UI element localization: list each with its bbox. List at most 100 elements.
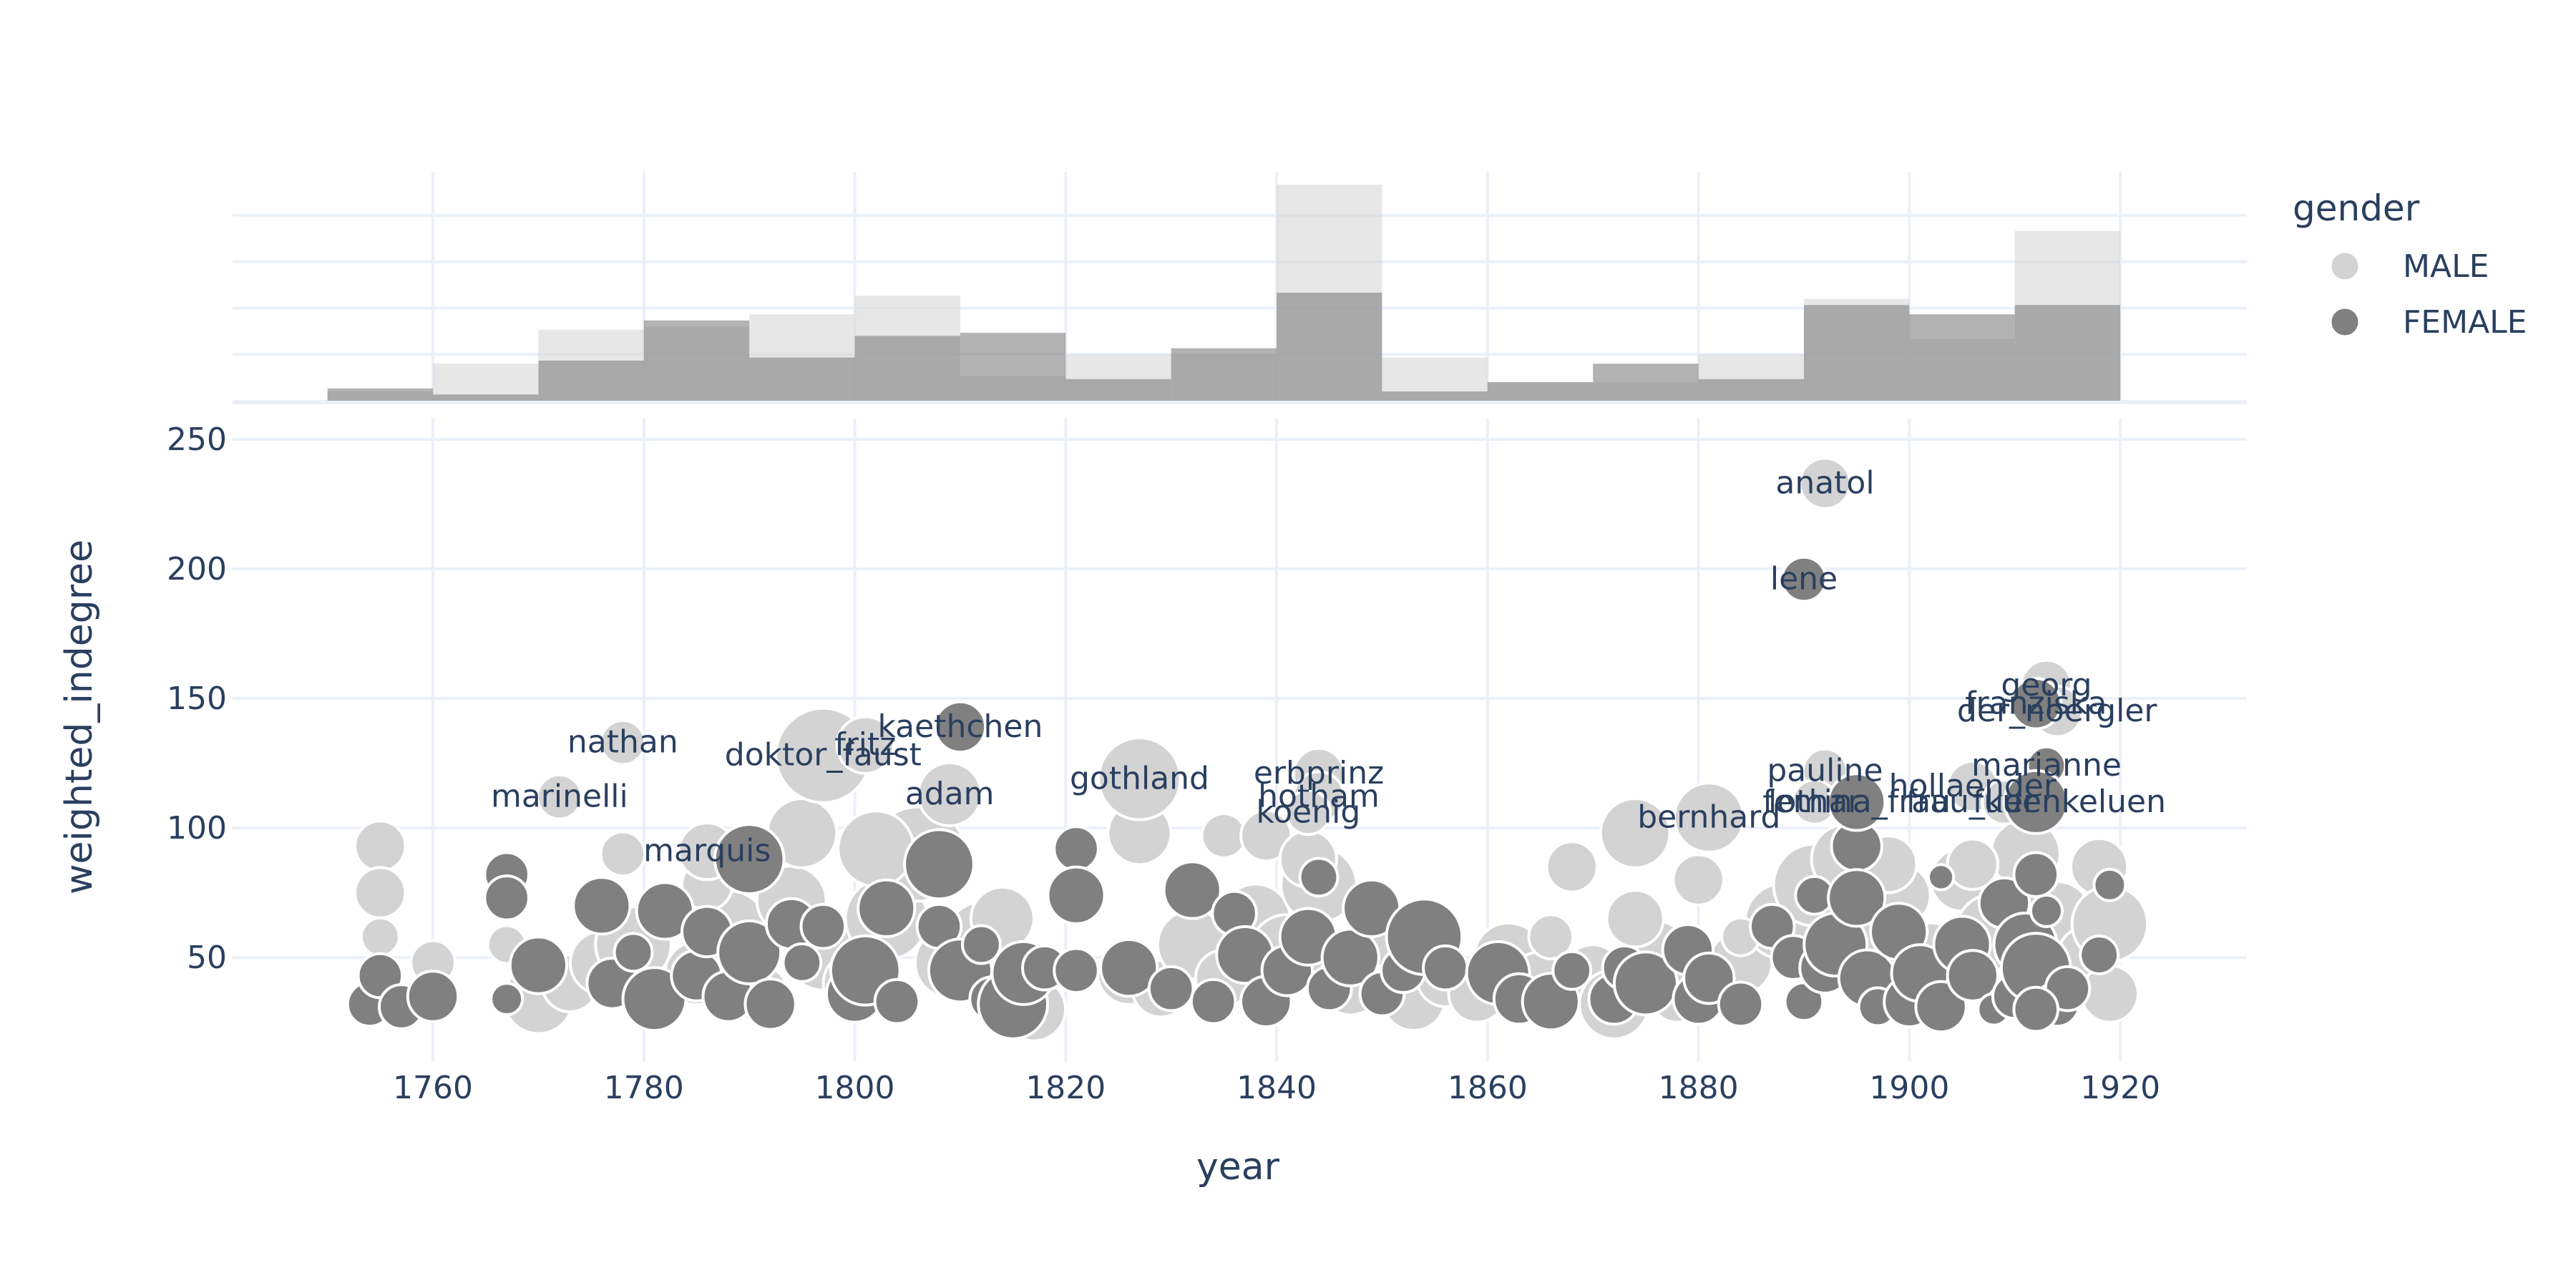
marginal-histogram — [327, 185, 2121, 401]
point-label-marianne: marianne — [1971, 747, 2122, 784]
point-female-96 — [2009, 677, 2063, 731]
x-tick-label-3: 1820 — [1025, 1070, 1106, 1106]
point-female-17 — [716, 919, 783, 985]
legend-label-male: MALE — [2403, 248, 2489, 285]
point-label-hollaender: hollaender — [1889, 768, 2057, 804]
point-female-78 — [1926, 863, 1956, 892]
legend-marker-female — [2329, 306, 2361, 338]
point-female-92 — [2092, 867, 2127, 902]
point-male-53 — [599, 830, 647, 878]
hist-bar-female-1 — [433, 394, 539, 401]
point-male-82 — [1284, 789, 1332, 836]
hist-bar-female-0 — [327, 388, 434, 401]
y-tick-label-1: 100 — [167, 810, 227, 847]
point-label-georg: georg — [2001, 667, 2092, 703]
y-tick-label-2: 150 — [167, 680, 227, 717]
hist-bar-female-4 — [749, 357, 855, 401]
point-female-91 — [2079, 935, 2120, 975]
x-tick-label-6: 1880 — [1659, 1070, 1739, 1106]
point-label-fuer: fuer — [1973, 784, 2036, 820]
point-label-lene: lene — [1770, 561, 1838, 597]
hist-bar-female-8 — [1171, 348, 1277, 401]
point-female-35 — [1046, 865, 1106, 925]
x-tick-label-1: 1780 — [604, 1070, 684, 1106]
hist-bar-female-9 — [1277, 293, 1382, 401]
point-female-24 — [857, 878, 917, 938]
point-label-nathan: nathan — [567, 724, 678, 761]
point-male-73 — [599, 718, 647, 766]
y-tick-label-4: 250 — [167, 421, 227, 458]
point-label-erbprinz: erbprinz — [1254, 755, 1384, 791]
point-male-72 — [1798, 457, 1852, 510]
point-label-lothar: lothar — [1768, 784, 1861, 820]
point-male-63 — [1599, 796, 1672, 869]
point-male-77 — [917, 761, 983, 828]
point-label-femina-frau: femina_frau — [1762, 784, 1951, 820]
hist-bar-female-12 — [1593, 364, 1699, 401]
point-female-40 — [1189, 977, 1237, 1025]
point-female-38 — [1147, 965, 1195, 1013]
point-female-53 — [1422, 944, 1469, 992]
point-male-71 — [1527, 913, 1575, 960]
y-axis-title: weighted_indegree — [58, 540, 101, 894]
point-label-anatol: anatol — [1775, 465, 1874, 502]
point-female-72 — [1827, 868, 1887, 928]
hist-bar-female-3 — [643, 320, 750, 401]
point-label-kaethchen: kaethchen — [877, 708, 1043, 745]
point-female-88 — [2029, 893, 2064, 928]
x-axis-ticks: 1760 1780 1800 1820 1840 1860 1880 1900 1920 — [393, 1070, 2160, 1106]
point-female-36 — [1053, 947, 1100, 995]
point-female-46 — [1298, 857, 1340, 898]
point-female-57 — [1551, 950, 1593, 991]
hist-bar-female-14 — [1803, 305, 1910, 401]
point-female-94 — [1780, 555, 1828, 603]
point-female-8 — [572, 876, 632, 936]
point-male-48 — [353, 819, 407, 873]
point-label-der-noergler: der_noergler — [1957, 693, 2158, 729]
point-label-doktor-faust: doktor_faust — [725, 737, 922, 774]
point-female-21 — [799, 902, 847, 950]
point-label-hotham: hotham — [1258, 779, 1380, 815]
point-male-64 — [1605, 889, 1665, 949]
point-male-76 — [835, 715, 895, 775]
y-tick-label-0: 50 — [187, 940, 227, 976]
point-male-74 — [536, 773, 583, 821]
point-female-16 — [713, 823, 786, 895]
point-male-49 — [353, 866, 407, 919]
point-female-29 — [961, 924, 1002, 965]
point-label-marinelli: marinelli — [491, 779, 628, 815]
point-female-20 — [781, 942, 823, 983]
hist-bar-female-10 — [1382, 391, 1488, 401]
point-label-adam: adam — [905, 776, 995, 812]
point-male-62 — [1545, 840, 1599, 894]
x-tick-label-5: 1860 — [1448, 1070, 1528, 1106]
point-label-gothland: gothland — [1070, 760, 1209, 796]
hist-bar-female-13 — [1698, 379, 1804, 401]
point-female-37 — [1099, 938, 1159, 998]
point-male-67 — [1946, 837, 2000, 892]
point-label-koenig: koenig — [1256, 794, 1360, 830]
point-female-87 — [2012, 851, 2060, 899]
point-label-fritz: fritz — [834, 726, 896, 763]
point-female-95 — [933, 700, 987, 754]
point-label-pauline: pauline — [1767, 752, 1883, 789]
hist-bar-female-7 — [1065, 379, 1171, 401]
point-female-7 — [508, 935, 569, 995]
x-tick-label-0: 1760 — [393, 1070, 473, 1106]
point-male-59 — [1200, 812, 1248, 859]
y-axis-ticks: 50 100 150 200 250 — [167, 421, 227, 976]
point-female-25 — [873, 977, 921, 1025]
y-tick-label-3: 200 — [167, 551, 227, 587]
point-label-marquis: marquis — [643, 833, 771, 869]
hist-bar-female-2 — [538, 360, 644, 401]
x-axis-title: year — [1196, 1146, 1280, 1189]
point-female-26 — [903, 828, 975, 901]
point-female-98 — [1827, 772, 1887, 832]
point-female-10 — [613, 932, 654, 973]
point-female-6 — [483, 874, 530, 922]
point-female-4 — [489, 982, 525, 1017]
hist-bar-female-5 — [854, 336, 960, 401]
point-female-3 — [406, 970, 460, 1023]
point-female-18 — [743, 977, 797, 1031]
